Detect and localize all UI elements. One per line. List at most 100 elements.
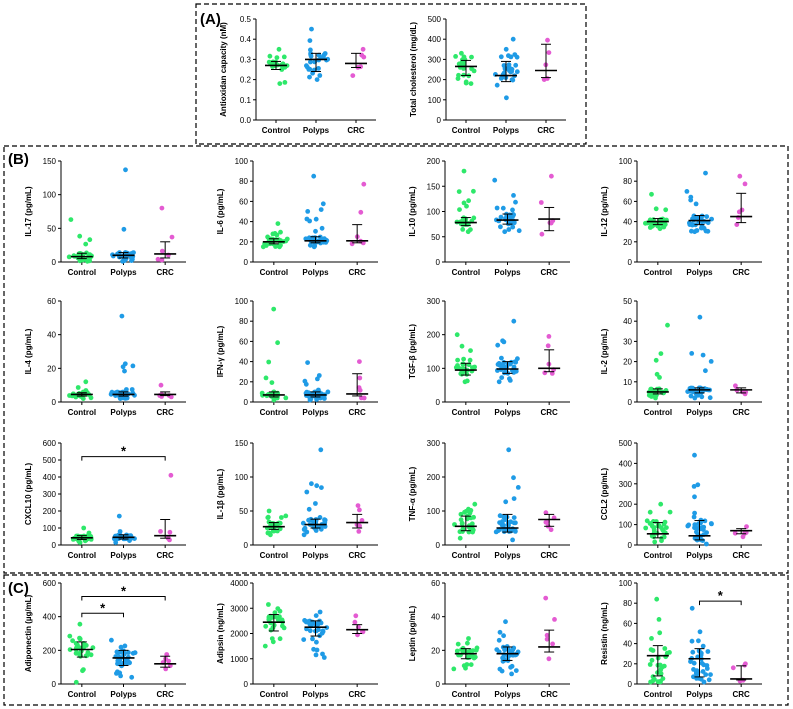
x-tick-label: Control [644, 690, 672, 699]
data-point [501, 70, 507, 76]
y-tick-label: 50 [623, 297, 632, 306]
data-point [501, 63, 507, 68]
data-point [468, 81, 474, 86]
data-point [502, 229, 508, 235]
series-control [453, 332, 477, 385]
data-point [650, 648, 656, 653]
data-point [266, 59, 272, 65]
x-tick-label: Control [452, 408, 480, 417]
data-point [733, 383, 738, 389]
chart-2: 0 50 100 150 IL-17 (pg/mL) Control Polyps CRC [24, 157, 186, 277]
data-point [497, 629, 503, 635]
y-tick-label: 500 [619, 439, 633, 448]
data-point [496, 379, 502, 385]
data-point [547, 220, 553, 226]
series-polyps [108, 313, 137, 401]
data-point [471, 215, 477, 221]
data-point [77, 635, 82, 641]
data-point [73, 650, 79, 656]
data-point [472, 501, 478, 507]
data-point [459, 343, 465, 349]
y-tick-label: 20 [623, 358, 632, 367]
y-axis-label: CCL2 (pg/mL) [600, 467, 609, 520]
data-point [359, 518, 365, 523]
data-point [513, 529, 518, 534]
data-point [283, 395, 289, 401]
series-polyps [110, 167, 136, 264]
y-tick-label: 150 [235, 439, 249, 448]
data-point [83, 241, 89, 247]
significance-bracket [81, 456, 166, 461]
data-point [708, 672, 713, 677]
data-point [168, 472, 174, 478]
chart-11: 0 50 100 150 IL-1β (pg/mL) Control Polyps CRC [216, 439, 378, 560]
data-point [318, 207, 324, 213]
data-point [515, 485, 521, 490]
data-point [307, 66, 313, 72]
y-tick-label: 80 [623, 177, 632, 186]
data-point [470, 365, 475, 370]
data-point [454, 332, 460, 338]
series-control [451, 636, 480, 672]
y-tick-label: 0 [52, 541, 57, 550]
data-point [275, 606, 281, 611]
data-point [453, 54, 458, 59]
data-point [361, 54, 367, 60]
series-polyps [492, 177, 522, 235]
data-point [510, 647, 515, 653]
data-point [699, 525, 705, 530]
data-point [461, 61, 467, 67]
data-point [744, 524, 749, 529]
data-point [742, 662, 748, 668]
data-point [651, 527, 657, 533]
data-point [312, 243, 318, 249]
data-point [307, 38, 313, 43]
data-point [308, 53, 314, 59]
data-point [507, 376, 512, 382]
y-tick-label: 0 [628, 680, 633, 689]
data-point [349, 241, 355, 247]
y-tick-label: 0 [436, 541, 441, 550]
data-point [357, 387, 363, 393]
y-tick-label: 4000 [230, 579, 248, 588]
data-point [275, 616, 281, 622]
data-point [308, 59, 313, 65]
series-control [259, 306, 289, 403]
panel-c-label: (C) [8, 580, 29, 597]
data-point [699, 394, 705, 400]
data-point [266, 508, 272, 514]
data-point [492, 177, 498, 183]
data-point [260, 392, 265, 398]
y-tick-label: 0.4 [240, 35, 252, 44]
data-point [548, 527, 554, 533]
x-tick-label: CRC [156, 268, 174, 277]
x-tick-label: CRC [540, 690, 558, 699]
data-point [120, 364, 126, 370]
x-tick-label: Control [68, 551, 96, 560]
data-point [543, 519, 549, 525]
data-point [158, 382, 164, 388]
data-point [469, 54, 474, 60]
y-tick-label: 0.5 [240, 15, 252, 24]
data-point [462, 57, 468, 62]
y-axis-label: Leptin (pg/mL) [408, 605, 417, 661]
y-tick-label: 50 [431, 233, 440, 242]
series-control [452, 501, 478, 541]
series-control [70, 525, 94, 545]
data-point [277, 526, 283, 532]
data-point [311, 173, 317, 179]
chart-10: 0 100 200 300 400 500 600 CXCL10 (pg/mL) Control… [24, 439, 186, 560]
significance-star: * [100, 600, 106, 615]
chart-5: 0 20 40 60 80 100 IL-12 (pg/mL) Control Polyps CR… [600, 157, 762, 277]
y-tick-label: 0 [436, 258, 441, 267]
data-point [75, 385, 81, 390]
data-point [658, 671, 664, 676]
data-point [510, 537, 515, 543]
data-point [313, 216, 319, 222]
data-point [506, 654, 511, 659]
x-tick-label: Polyps [302, 268, 329, 277]
x-tick-label: CRC [156, 551, 174, 560]
data-point [278, 229, 283, 235]
data-point [313, 652, 319, 658]
